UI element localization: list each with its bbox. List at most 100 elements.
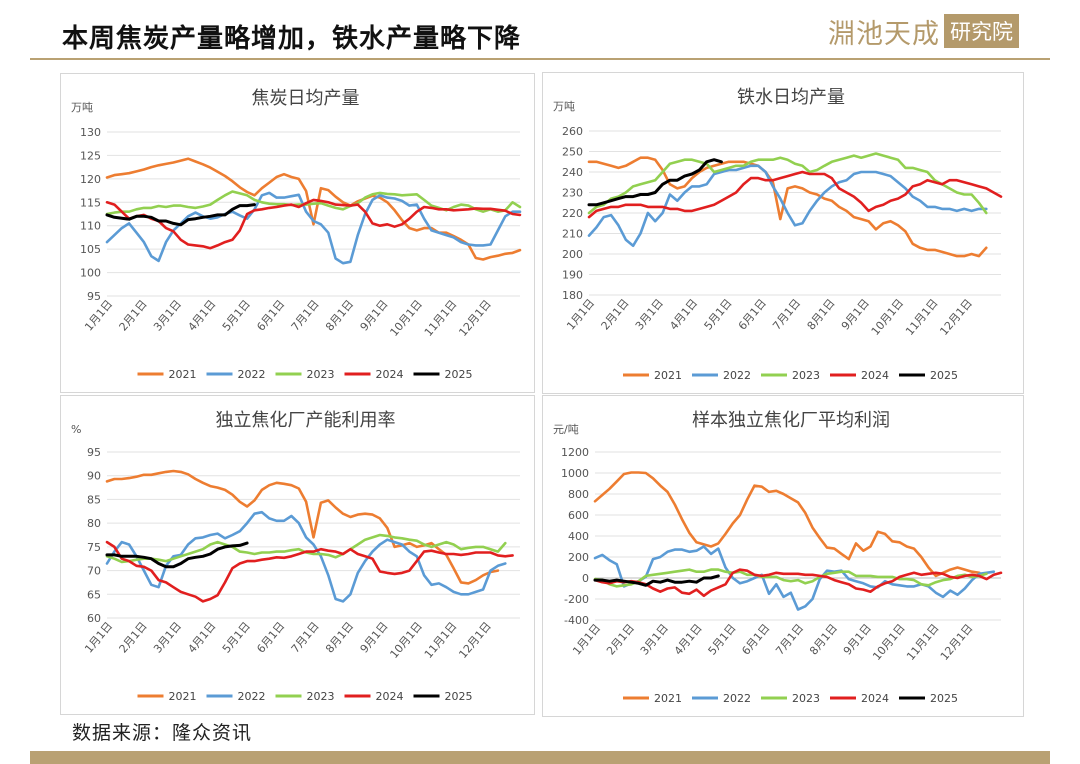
x-tick-label: 10月1日 — [387, 620, 425, 661]
y-tick-label: 115 — [80, 196, 101, 209]
x-tick-label: 11月1日 — [904, 622, 942, 663]
legend-label-2023: 2023 — [792, 369, 820, 382]
logo-main-text: 淵池天成 — [828, 18, 940, 50]
y-tick-label: 250 — [562, 146, 583, 159]
legend-label-2021: 2021 — [654, 369, 682, 382]
legend-label-2025: 2025 — [930, 369, 958, 382]
y-axis-unit: 元/吨 — [553, 423, 579, 436]
x-tick-label: 9月1日 — [358, 620, 391, 656]
series-line-2022 — [105, 191, 522, 265]
x-tick-label: 5月1日 — [706, 622, 739, 658]
x-tick-label: 10月1日 — [870, 622, 908, 663]
x-tick-label: 4月1日 — [185, 298, 218, 334]
y-tick-label: 260 — [562, 125, 583, 138]
legend-label-2021: 2021 — [169, 690, 197, 703]
legend-label-2023: 2023 — [307, 368, 335, 381]
y-tick-label: 800 — [568, 488, 589, 501]
x-tick-label: 7月1日 — [289, 298, 322, 334]
series-line-2024 — [593, 568, 1003, 598]
y-tick-label: 75 — [87, 541, 101, 554]
chart-title: 样本独立焦化厂平均利润 — [692, 410, 890, 431]
y-tick-label: 400 — [568, 530, 589, 543]
x-tick-label: 8月1日 — [323, 620, 356, 656]
x-tick-label: 10月1日 — [387, 298, 425, 339]
x-tick-label: 12月1日 — [456, 298, 494, 339]
x-tick-label: 10月1日 — [869, 297, 907, 338]
x-tick-label: 12月1日 — [938, 622, 976, 663]
x-tick-label: 7月1日 — [289, 620, 322, 656]
legend-label-2024: 2024 — [861, 692, 889, 705]
y-tick-label: 125 — [80, 149, 101, 162]
x-tick-label: 8月1日 — [323, 298, 356, 334]
x-tick-label: 6月1日 — [254, 620, 287, 656]
series-line-2025 — [105, 203, 256, 227]
x-tick-label: 6月1日 — [254, 298, 287, 334]
y-tick-label: 180 — [562, 289, 583, 302]
series-line-2022 — [105, 510, 507, 603]
x-tick-label: 9月1日 — [358, 298, 391, 334]
y-tick-label: 1000 — [561, 467, 589, 480]
panel-coking-utilization-rate: 独立焦化厂产能利用率% 60 65 70 75 80 85 90 95 1月1日 2月1日 3月1日 4… — [60, 395, 535, 715]
legend-label-2021: 2021 — [169, 368, 197, 381]
legend-label-2024: 2024 — [376, 368, 404, 381]
x-tick-label: 4月1日 — [672, 622, 705, 658]
x-tick-label: 3月1日 — [633, 297, 666, 333]
x-tick-label: 6月1日 — [736, 297, 769, 333]
panel-coke-daily-output: 焦炭日均产量 万吨 95 100 105 110 115 120 125 130 1月1日 2月1日 3… — [60, 73, 535, 393]
legend-label-2024: 2024 — [376, 690, 404, 703]
y-tick-label: 210 — [562, 228, 583, 241]
x-tick-label: 8月1日 — [805, 297, 838, 333]
panel-hot-metal-daily-output: 铁水日均产量 万吨 180 190 200 210 220 230 240 250 260 1月1日 2… — [542, 72, 1024, 394]
y-tick-label: 60 — [87, 612, 101, 625]
y-tick-label: 110 — [80, 220, 101, 233]
series-line-2025 — [587, 158, 723, 207]
x-tick-label: 9月1日 — [841, 622, 874, 658]
legend-label-2022: 2022 — [238, 690, 266, 703]
series-line-2021 — [105, 469, 500, 585]
x-tick-label: 2月1日 — [604, 622, 637, 658]
legend-label-2021: 2021 — [654, 692, 682, 705]
y-tick-label: 200 — [568, 551, 589, 564]
x-tick-label: 7月1日 — [773, 622, 806, 658]
y-tick-label: 200 — [562, 248, 583, 261]
y-tick-label: 220 — [562, 207, 583, 220]
chart-title: 焦炭日均产量 — [252, 88, 360, 109]
legend-label-2025: 2025 — [445, 690, 473, 703]
x-tick-label: 11月1日 — [903, 297, 941, 338]
y-tick-label: 95 — [87, 446, 101, 459]
y-tick-label: 130 — [80, 126, 101, 139]
x-tick-label: 2月1日 — [599, 297, 632, 333]
x-tick-label: 12月1日 — [937, 297, 975, 338]
y-tick-label: 80 — [87, 517, 101, 530]
panel-coking-average-profit: 样本独立焦化厂平均利润 元/吨 -400 -200 0 200 400 600 800 1000 1… — [542, 395, 1024, 717]
page-title: 本周焦炭产量略增加，铁水产量略下降 — [62, 24, 522, 54]
y-tick-label: 90 — [87, 470, 101, 483]
series-line-2025 — [593, 574, 720, 587]
series-line-2024 — [587, 170, 1003, 219]
x-tick-label: 5月1日 — [702, 297, 735, 333]
y-tick-label: 600 — [568, 509, 589, 522]
series-line-2023 — [593, 568, 988, 588]
legend-label-2022: 2022 — [723, 692, 751, 705]
y-tick-label: -400 — [564, 614, 589, 627]
y-axis-unit: 万吨 — [553, 100, 575, 113]
y-tick-label: 105 — [80, 243, 101, 256]
y-tick-label: 120 — [80, 173, 101, 186]
x-tick-label: 5月1日 — [220, 298, 253, 334]
chart-title: 独立焦化厂产能利用率 — [216, 410, 396, 431]
series-line-2024 — [105, 198, 522, 250]
y-tick-label: 240 — [562, 166, 583, 179]
x-tick-label: 3月1日 — [151, 620, 184, 656]
legend-label-2025: 2025 — [930, 692, 958, 705]
footer-bar — [30, 751, 1050, 764]
x-tick-label: 3月1日 — [151, 298, 184, 334]
x-tick-label: 7月1日 — [770, 297, 803, 333]
x-tick-label: 2月1日 — [117, 620, 150, 656]
series-line-2021 — [105, 157, 522, 261]
y-tick-label: 1200 — [561, 446, 589, 459]
y-tick-label: 95 — [87, 290, 101, 303]
y-tick-label: 100 — [80, 267, 101, 280]
legend-label-2023: 2023 — [792, 692, 820, 705]
